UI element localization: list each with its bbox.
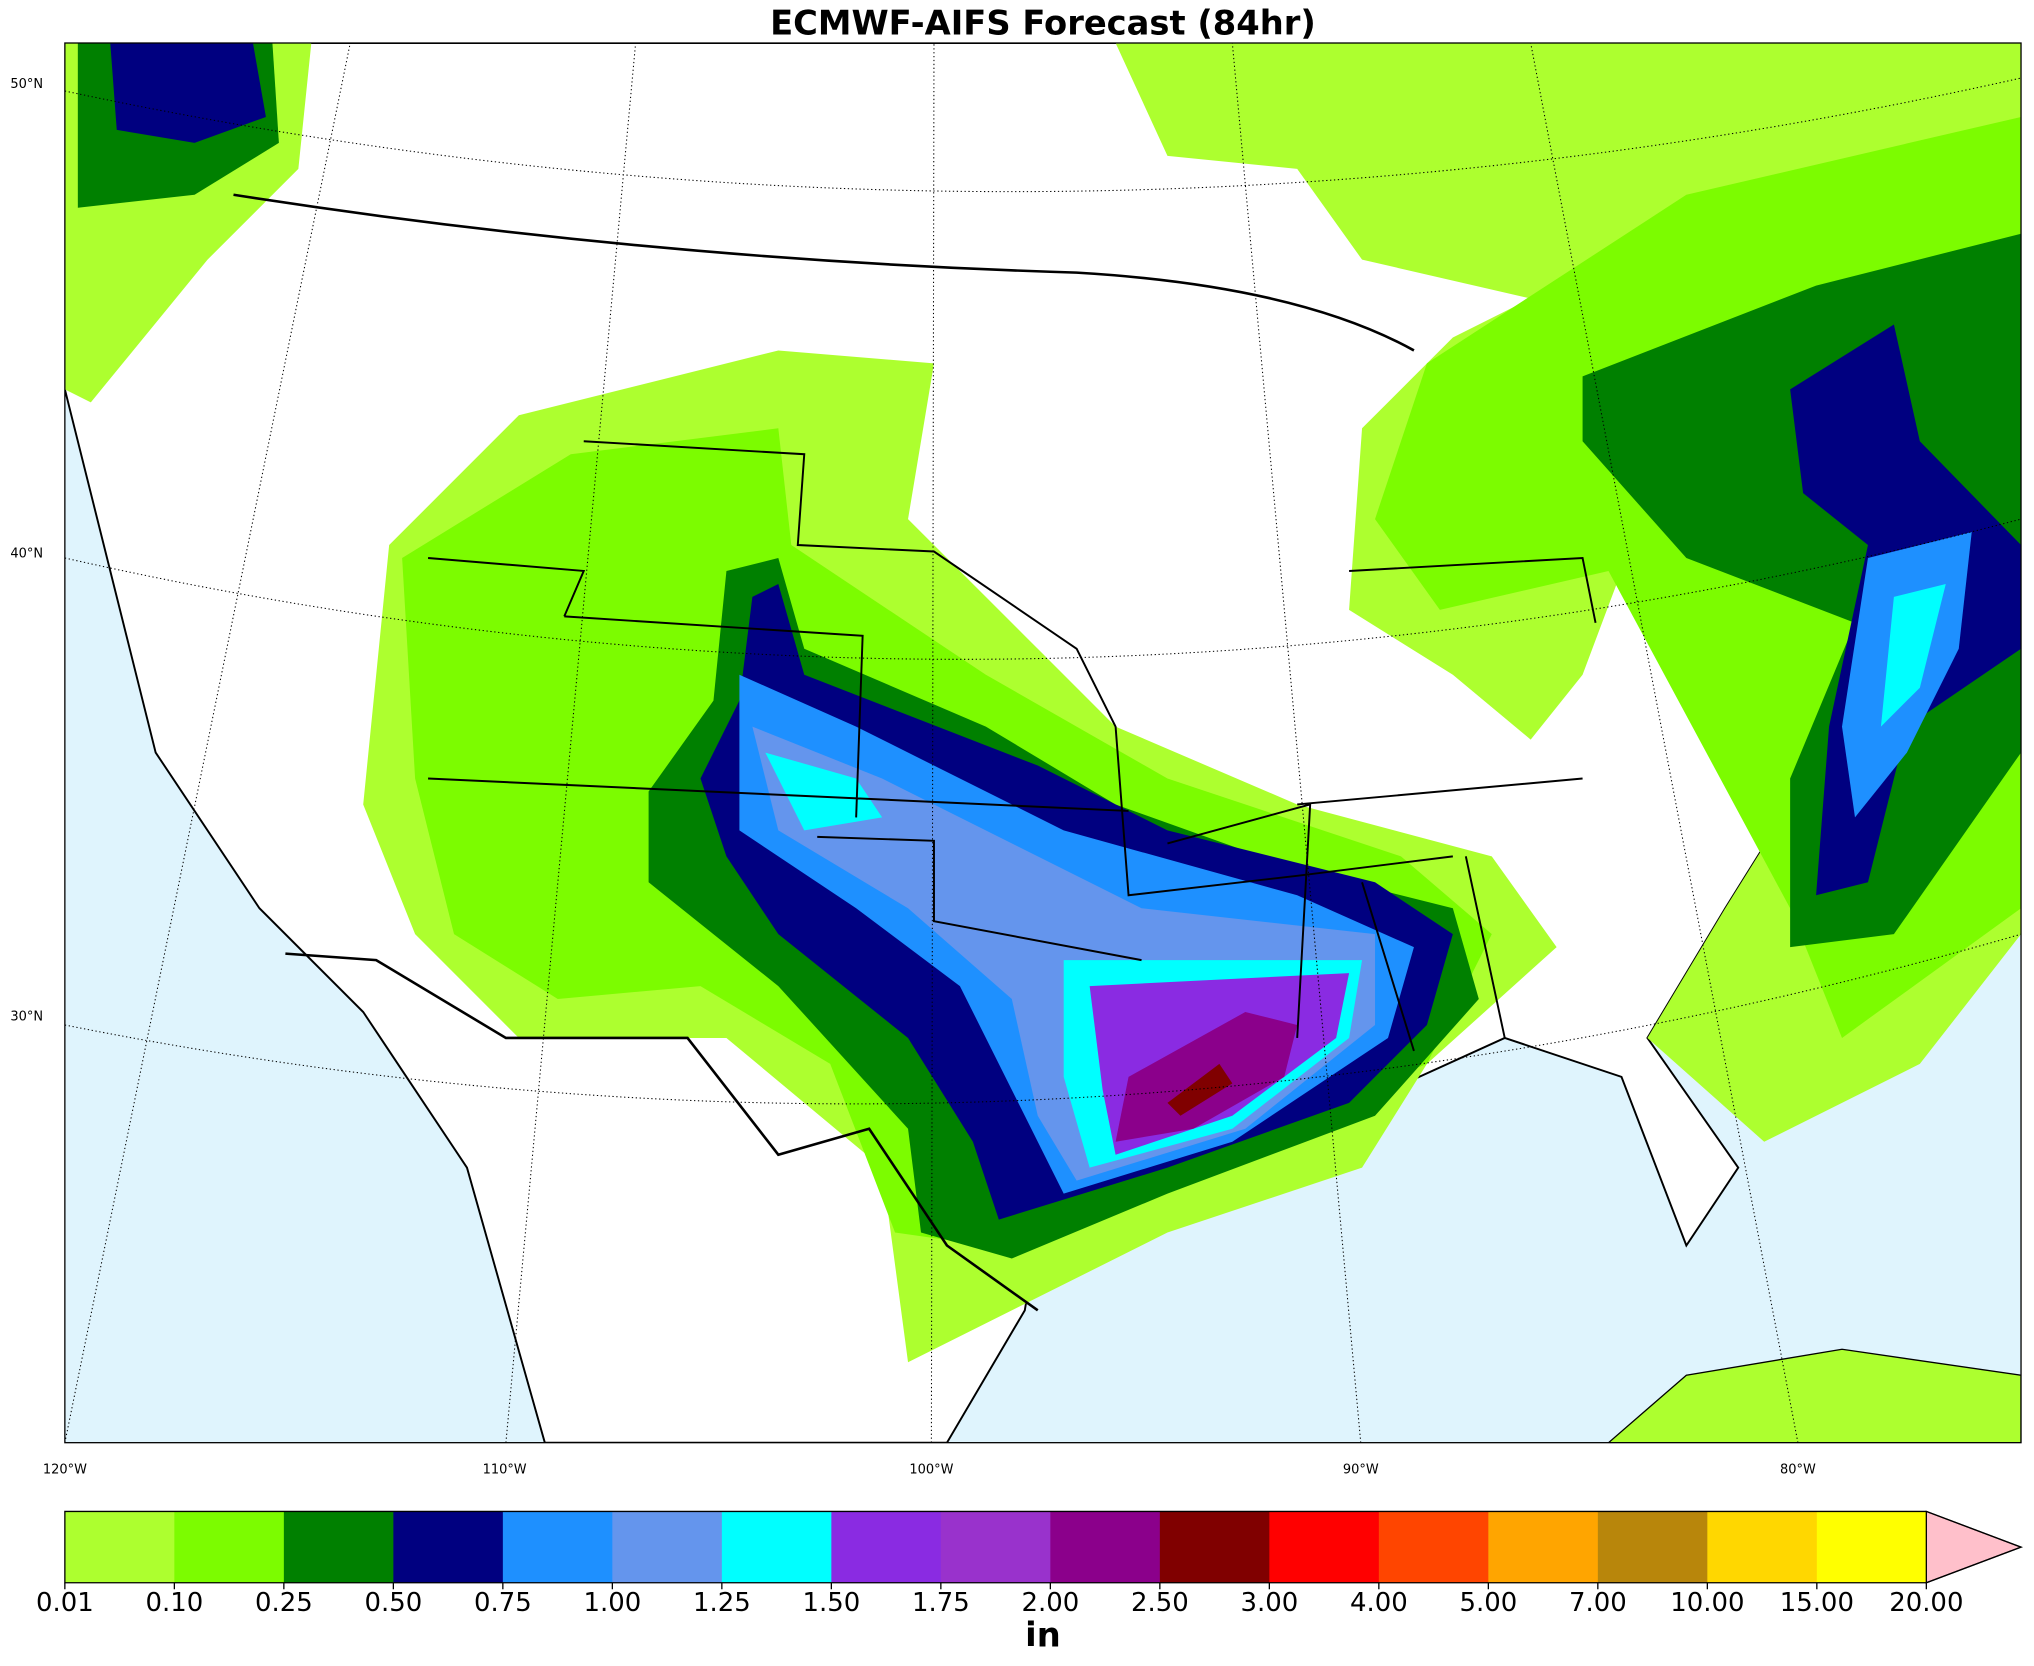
lon-label: 80°W (1780, 1462, 1816, 1477)
lon-label: 120°W (43, 1462, 87, 1477)
colorbar-bin (1050, 1511, 1161, 1583)
lat-label: 50°N (10, 77, 43, 92)
lat-label: 40°N (10, 547, 43, 562)
colorbar-bin (612, 1511, 723, 1583)
colorbar-tick-label: 1.25 (693, 1588, 751, 1618)
colorbar-tick-label: 0.01 (36, 1588, 94, 1618)
colorbar-tick-label: 2.00 (1021, 1588, 1079, 1618)
state-border (427, 440, 1597, 1052)
lon-label: 100°W (909, 1462, 953, 1477)
map-title: ECMWF-AIFS Forecast (84hr) (770, 3, 1316, 42)
border (233, 193, 1415, 1312)
colorbar-tick-label: 4.00 (1350, 1588, 1408, 1618)
colorbar-bin (64, 1511, 176, 1583)
colorbar-tick-label: 3.00 (1240, 1588, 1298, 1618)
graticule (64, 43, 2022, 1443)
colorbar-tick-label: 0.50 (364, 1588, 422, 1618)
colorbar-tick-label: 1.75 (912, 1588, 970, 1618)
map-frame (64, 42, 2022, 1444)
colorbar-tick-label: 15.00 (1780, 1588, 1854, 1618)
colorbar-bin (831, 1511, 942, 1583)
colorbar-tick-label: 10.00 (1670, 1588, 1744, 1618)
colorbar-bin (940, 1511, 1051, 1583)
coordinate-labels: 50°N 40°N 30°N 120°W 110°W 100°W 90°W 80°W (10, 77, 1816, 1477)
colorbar-unit: in (1025, 1616, 1061, 1655)
colorbar-bin (1597, 1511, 1708, 1583)
colorbar-tick-label: 1.50 (802, 1588, 860, 1618)
colorbar-bin (1269, 1511, 1380, 1583)
colorbar-bin (393, 1511, 504, 1583)
map (64, 43, 2022, 1443)
cuba (1607, 1348, 2022, 1443)
colorbar-extend (1925, 1510, 2023, 1584)
colorbar-bin (1159, 1511, 1270, 1583)
precip (64, 43, 2022, 1363)
colorbar-tick-label: 0.10 (145, 1588, 203, 1618)
colorbar-bin (1816, 1511, 1927, 1583)
colorbar-tick-label: 7.00 (1569, 1588, 1627, 1618)
colorbar-bin (174, 1511, 285, 1583)
colorbar-tick-label: 0.75 (474, 1588, 532, 1618)
lon-label: 110°W (483, 1462, 527, 1477)
colorbar-bin (721, 1511, 832, 1583)
colorbar-tick-label: 0.25 (255, 1588, 313, 1618)
colorbar-bin (283, 1511, 395, 1583)
colorbar-tick-label: 5.00 (1459, 1588, 1517, 1618)
colorbar-bin (502, 1511, 614, 1583)
colorbar-tick-label: 2.50 (1131, 1588, 1189, 1618)
colorbar: 0.01 0.10 0.25 0.50 0.75 1.00 1.25 1.50 1.75 2.00… (36, 1510, 2023, 1618)
colorbar-bin (1707, 1511, 1818, 1583)
colorbar-bin (1488, 1511, 1599, 1583)
lon-label: 90°W (1343, 1462, 1379, 1477)
colorbar-bin (1378, 1511, 1489, 1583)
colorbar-tick-label: 1.00 (583, 1588, 641, 1618)
colorbar-outline (64, 1510, 2023, 1584)
colorbar-tick-label: 20.00 (1889, 1588, 1963, 1618)
lat-label: 30°N (10, 1010, 43, 1025)
